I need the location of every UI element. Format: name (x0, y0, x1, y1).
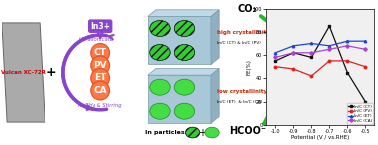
Text: PV: PV (93, 61, 107, 70)
Circle shape (91, 44, 110, 62)
In/C (PV) (345, 60, 350, 62)
Polygon shape (148, 17, 211, 65)
Y-axis label: FE(%): FE(%) (246, 59, 252, 75)
Text: CA: CA (93, 86, 107, 95)
Polygon shape (148, 68, 219, 75)
Ellipse shape (186, 127, 200, 138)
In/C (ET) (345, 40, 350, 42)
In/C (PV) (273, 66, 278, 68)
In/C (PV) (363, 66, 367, 68)
In/C (ET) (273, 52, 278, 54)
Ellipse shape (174, 103, 195, 119)
Circle shape (91, 81, 110, 100)
In/C (PV) (309, 75, 314, 77)
Polygon shape (148, 75, 211, 123)
Line: In/C (CT): In/C (CT) (274, 25, 367, 103)
In/C (CT) (309, 57, 314, 58)
Legend: In/C (CT), In/C (PV), In/C (ET), In/C (CA): In/C (CT), In/C (PV), In/C (ET), In/C (C… (347, 104, 373, 124)
Text: +: + (46, 66, 57, 79)
Polygon shape (2, 23, 45, 122)
Ellipse shape (174, 45, 195, 60)
Ellipse shape (150, 45, 170, 60)
In/C (CA) (309, 52, 314, 54)
Text: In3+: In3+ (90, 22, 110, 31)
In/C (CT) (363, 101, 367, 102)
In/C (CA) (363, 48, 367, 50)
In/C (ET) (327, 45, 332, 47)
X-axis label: Potential (V / vs.RHE): Potential (V / vs.RHE) (291, 135, 350, 140)
Text: Vulcan XC-72R: Vulcan XC-72R (1, 70, 46, 75)
Ellipse shape (150, 20, 170, 37)
In/C (ET) (363, 40, 367, 42)
In/C (ET) (309, 43, 314, 44)
Text: NaBH₄ & Stirring: NaBH₄ & Stirring (78, 103, 122, 108)
In/C (CA) (327, 48, 332, 50)
Text: ET: ET (94, 74, 106, 83)
In/C (CA) (291, 52, 296, 54)
Ellipse shape (174, 20, 195, 37)
In/C (CT) (345, 72, 350, 73)
Text: In/C (ET)  & In/C (CA): In/C (ET) & In/C (CA) (217, 100, 262, 104)
In/C (CT) (273, 60, 278, 62)
In/C (CA) (273, 57, 278, 58)
In/C (CA) (345, 45, 350, 47)
Circle shape (91, 69, 110, 87)
Text: Ultrasonicatd: Ultrasonicatd (79, 37, 114, 42)
Ellipse shape (174, 79, 195, 95)
Text: +: + (198, 128, 206, 137)
In/C (PV) (327, 60, 332, 62)
Ellipse shape (205, 127, 219, 138)
Text: In/C (CT) & In/C (PV): In/C (CT) & In/C (PV) (217, 41, 261, 45)
Line: In/C (ET): In/C (ET) (274, 40, 367, 54)
Polygon shape (211, 10, 219, 65)
Line: In/C (CA): In/C (CA) (274, 45, 367, 59)
Circle shape (91, 56, 110, 75)
Ellipse shape (150, 79, 170, 95)
Polygon shape (211, 68, 219, 123)
Text: In particles:: In particles: (145, 130, 187, 135)
In/C (ET) (291, 45, 296, 47)
Line: In/C (PV): In/C (PV) (274, 60, 367, 77)
In/C (CT) (327, 25, 332, 27)
In/C (CT) (291, 52, 296, 54)
Text: CO₂: CO₂ (237, 4, 257, 14)
Text: low crystallinity: low crystallinity (217, 89, 267, 94)
Ellipse shape (150, 103, 170, 119)
Text: high crystallinity: high crystallinity (217, 30, 270, 35)
In/C (PV) (291, 68, 296, 70)
Text: HCOO⁻: HCOO⁻ (229, 126, 266, 136)
Text: CT: CT (94, 48, 107, 57)
Polygon shape (148, 10, 219, 17)
